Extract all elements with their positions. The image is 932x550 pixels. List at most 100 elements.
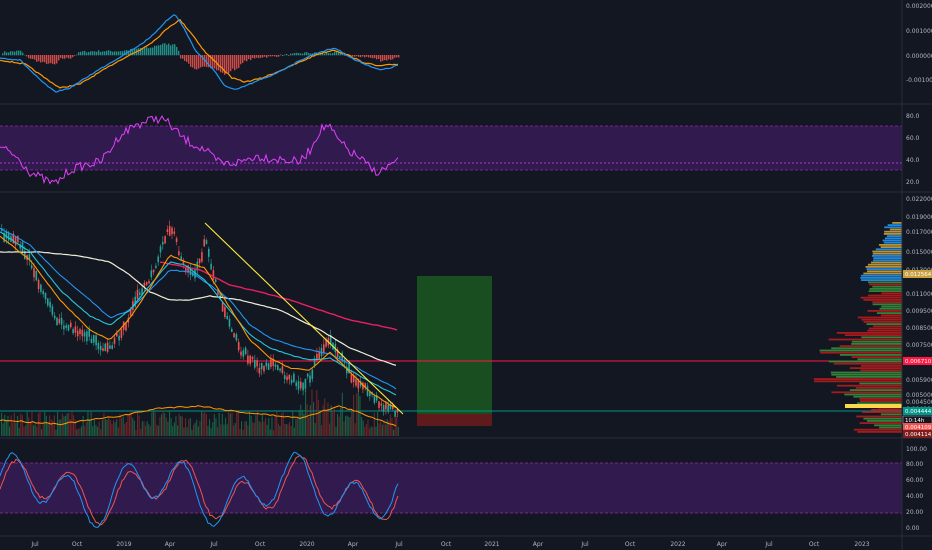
macd-histogram-bar: [72, 55, 74, 58]
macd-histogram-bar: [104, 51, 106, 56]
macd-pane[interactable]: [0, 14, 400, 93]
macd-histogram-bar: [200, 55, 202, 68]
volume-bar: [170, 418, 172, 436]
volume-profile-row: [866, 420, 902, 422]
price-badge-label: 0.006710: [905, 359, 932, 365]
volume-profile-row: [879, 426, 902, 429]
price-pane[interactable]: [0, 220, 902, 436]
rsi-axis-tick: 80.0: [906, 113, 920, 120]
volume-bar: [228, 410, 230, 436]
volume-bar: [98, 421, 100, 436]
long-position-profit-zone[interactable]: [417, 276, 492, 414]
macd-histogram-bar: [276, 55, 278, 58]
volume-bar: [284, 423, 286, 436]
volume-bar: [81, 426, 83, 436]
volume-bar: [68, 412, 70, 436]
macd-histogram-bar: [326, 52, 328, 56]
macd-histogram-bar: [172, 44, 174, 56]
macd-histogram-bar: [352, 55, 354, 57]
volume-bar: [364, 426, 366, 436]
volume-profile-row: [863, 299, 902, 301]
volume-bar: [5, 419, 7, 436]
macd-histogram-bar: [258, 55, 260, 59]
volume-bar: [69, 419, 71, 436]
candle-body: [219, 292, 222, 300]
volume-bar: [180, 416, 182, 436]
macd-histogram-bar: [174, 44, 176, 56]
volume-bar: [383, 420, 385, 436]
macd-histogram-bar: [34, 55, 36, 60]
candle-body: [155, 265, 157, 268]
rsi-pane[interactable]: [0, 115, 902, 185]
rsi-price-axis[interactable]: 80.0 60.0 40.0 20.0: [906, 113, 920, 186]
volume-bar: [268, 418, 270, 436]
macd-histogram-bar: [30, 55, 32, 59]
volume-bar: [42, 421, 44, 436]
volume-bar: [274, 414, 276, 436]
candle-body: [180, 256, 182, 261]
volume-bar: [100, 429, 102, 436]
volume-profile-row: [836, 376, 902, 378]
macd-axis-tick: 0.001000: [906, 28, 932, 35]
stoch-k-line: [0, 451, 399, 528]
candle-body: [357, 378, 360, 389]
volume-bar: [111, 423, 113, 436]
volume-bar: [309, 405, 311, 436]
candle-body: [81, 329, 84, 337]
volume-bar: [74, 419, 76, 436]
price-badge: [903, 423, 932, 431]
volume-bar: [285, 424, 287, 436]
volume-profile-row: [860, 277, 902, 279]
macd-histogram-bar: [56, 55, 58, 64]
macd-histogram-bar: [152, 47, 154, 56]
macd-histogram-bar: [82, 51, 84, 56]
macd-histogram-bar: [336, 51, 338, 56]
candle-body: [157, 256, 159, 263]
macd-histogram-bar: [398, 55, 400, 58]
volume-bar: [308, 417, 310, 436]
candle-body: [104, 343, 107, 352]
volume-profile-row: [830, 371, 902, 374]
stoch-price-axis[interactable]: 100.00 80.00 60.00 40.00 20.00 0.00: [906, 446, 927, 532]
macd-histogram-bar: [80, 51, 82, 56]
trendline[interactable]: [204, 222, 404, 415]
macd-histogram-bar: [300, 53, 302, 56]
candle-body: [286, 376, 288, 381]
volume-bar: [93, 419, 95, 436]
volume-bar: [49, 415, 51, 436]
stoch-pane[interactable]: [0, 451, 902, 528]
volume-profile-row: [828, 338, 902, 341]
volume-profile-row: [853, 428, 902, 431]
candle-body: [224, 307, 226, 318]
ma-red-line: [159, 261, 398, 331]
time-axis[interactable]: Jul Oct 2019 Apr Jul Oct 2020 Apr Jul Oct 2021 Apr J…: [30, 541, 869, 548]
candle-body: [290, 379, 293, 384]
macd-histogram-bar: [94, 51, 96, 56]
volume-bar: [231, 412, 233, 436]
candle-body: [217, 289, 219, 295]
macd-price-axis[interactable]: 0.002000 0.001000 0.000000 -0.001000: [906, 3, 932, 84]
candle-body: [148, 280, 150, 284]
macd-histogram-bar: [66, 55, 68, 58]
volume-bar: [85, 422, 87, 436]
macd-histogram-bar: [102, 51, 104, 56]
macd-histogram-bar: [246, 55, 248, 62]
macd-histogram-bar: [206, 55, 208, 68]
volume-profile-row: [873, 257, 902, 259]
macd-histogram-bar: [18, 50, 20, 56]
macd-histogram-bar: [328, 53, 330, 56]
volume-profile-row: [813, 378, 902, 380]
volume-profile-row: [851, 340, 902, 343]
price-axis[interactable]: 0.0220000.0190000.0170000.0150000.013000…: [902, 196, 932, 438]
long-position-loss-zone[interactable]: [417, 414, 492, 426]
candle-body: [329, 334, 332, 345]
volume-profile-row: [839, 354, 902, 356]
volume-profile-row: [886, 235, 902, 237]
macd-histogram-bar: [250, 55, 252, 61]
volume-bar: [319, 410, 321, 436]
volume-profile-row: [856, 402, 902, 405]
volume-bar: [29, 421, 31, 436]
volume-bar: [199, 420, 201, 436]
